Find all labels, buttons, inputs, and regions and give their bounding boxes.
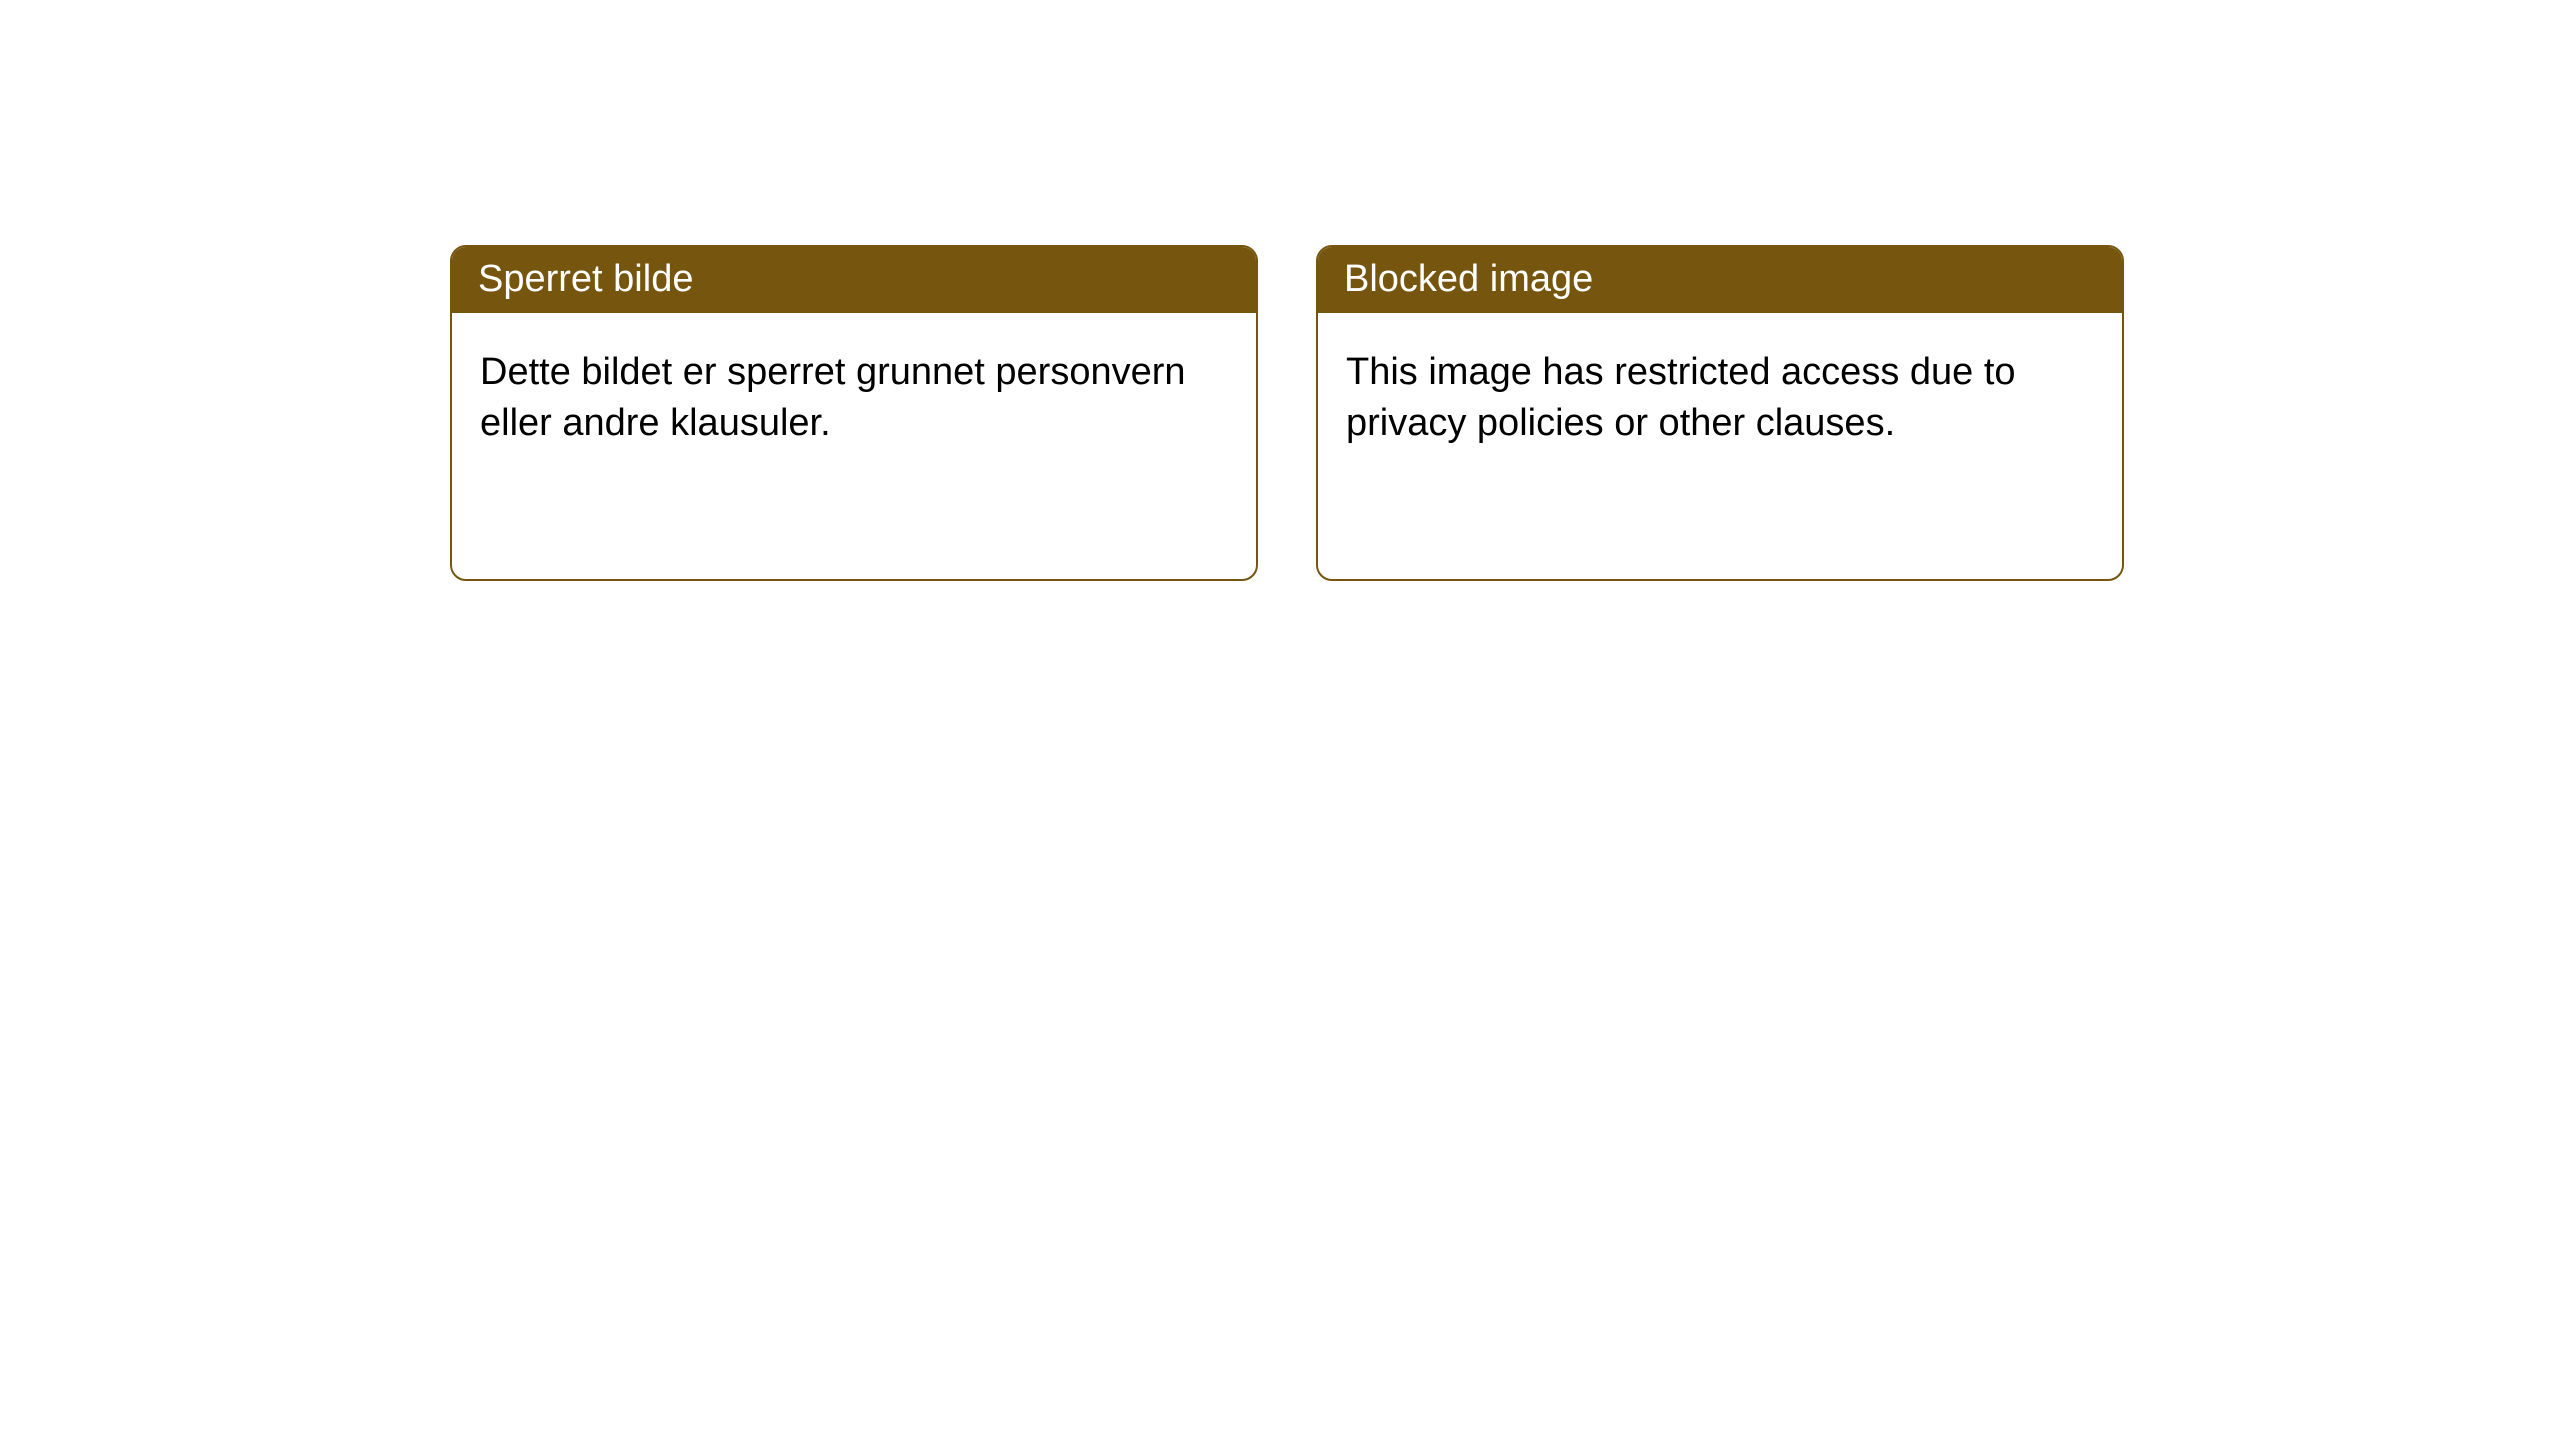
- blocked-image-card-en: Blocked image This image has restricted …: [1316, 245, 2124, 581]
- notice-container: Sperret bilde Dette bildet er sperret gr…: [0, 0, 2560, 581]
- card-body: This image has restricted access due to …: [1318, 313, 2122, 484]
- card-body: Dette bildet er sperret grunnet personve…: [452, 313, 1256, 484]
- card-title: Blocked image: [1318, 247, 2122, 313]
- card-title: Sperret bilde: [452, 247, 1256, 313]
- blocked-image-card-no: Sperret bilde Dette bildet er sperret gr…: [450, 245, 1258, 581]
